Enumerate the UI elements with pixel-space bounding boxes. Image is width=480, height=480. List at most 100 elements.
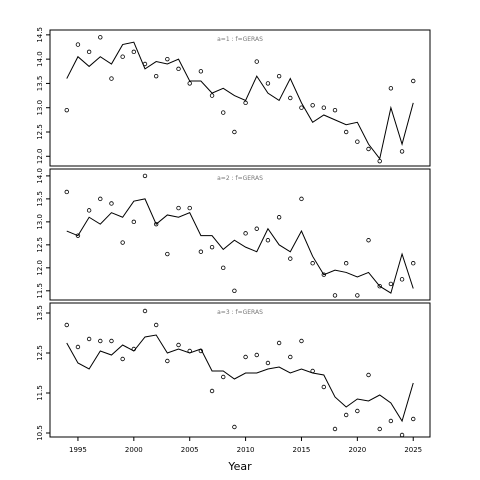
panel-1-point (98, 35, 103, 40)
panel-1-point (187, 81, 192, 86)
panel-1-y-tick-label: 13.0 (36, 100, 44, 116)
panel-2-title: a=2 : f=GERAS (217, 175, 263, 182)
panel-2-point (221, 265, 226, 271)
panel-2-frame (49, 168, 431, 301)
panel-2-point (332, 293, 338, 298)
panel-1-point (411, 78, 416, 84)
panel-3-point (120, 356, 125, 362)
panel-3-point (198, 348, 204, 354)
panel-3-point (310, 368, 315, 374)
panel-1-point (209, 93, 215, 98)
panel-2-point (411, 261, 416, 266)
panel-2-point (310, 261, 315, 266)
panel-1-point (75, 42, 81, 47)
panel-3-y-tick-label: 10.5 (36, 425, 44, 441)
panel-3-point (366, 372, 371, 378)
panel-2-point (86, 208, 92, 213)
x-axis-label: Year (227, 460, 252, 473)
panel-3-point (86, 336, 92, 342)
panel-1-frame (49, 29, 431, 167)
panel-2-point (109, 201, 114, 206)
panel-1-y-tick-label: 12.5 (36, 124, 44, 140)
panel-1-point (176, 66, 181, 72)
panel-2-point (343, 261, 349, 266)
panel-2-point (176, 205, 181, 211)
panel-3-point (276, 340, 282, 346)
panel-1-y-tick-label: 14.0 (36, 51, 44, 67)
panel-3-y-tick-label: 12.5 (36, 345, 44, 361)
panel-2-point (377, 284, 382, 289)
x-tick-label: 1995 (69, 446, 87, 454)
panel-2-point (321, 272, 327, 277)
panel-1-point (109, 76, 114, 81)
panel-2-point (232, 288, 237, 294)
panel-2-series-line (66, 198, 414, 294)
panel-3-point (343, 412, 349, 418)
panel-3-point (153, 322, 159, 328)
panel-2-y-tick-label: 13.5 (36, 191, 44, 207)
panel-3-point (176, 342, 181, 348)
panel-1-point (64, 107, 69, 113)
panel-1-point (288, 95, 293, 101)
x-tick-label: 2020 (348, 446, 366, 454)
panel-2-point (98, 196, 103, 202)
panel-1-y-tick-label: 14.5 (36, 27, 44, 43)
panel-2-point (165, 251, 170, 257)
panel-3-point (209, 388, 215, 394)
panel-3-point (411, 416, 416, 422)
panel-1-title: a=1 : f=GERAS (217, 36, 263, 43)
panel-1-y-tick-label: 12.0 (36, 148, 44, 164)
panel-2-point (75, 233, 81, 238)
panel-1-point (265, 81, 271, 86)
panel-2-y-tick-label: 14.0 (36, 168, 44, 184)
panel-2-point (388, 281, 394, 287)
panel-3-point (288, 354, 293, 360)
panel-3-point (321, 384, 327, 390)
panel-3-title: a=3 : f=GERAS (217, 309, 263, 316)
panel-1-point (299, 105, 304, 110)
panel-3-point (388, 418, 394, 424)
panel-2-point (64, 189, 69, 195)
panel-3-point (131, 346, 137, 352)
panel-3-point (355, 408, 360, 414)
x-tick-label: 2010 (237, 446, 255, 454)
panel-1-point (86, 49, 92, 55)
panel-2-y-tick-label: 12.0 (36, 260, 44, 276)
panel-1-point (131, 49, 137, 55)
panel-2-point (366, 238, 371, 243)
panel-2-point (243, 231, 248, 236)
panel-2-point (299, 196, 304, 202)
panel-2-point (131, 219, 137, 225)
panel-2-point (209, 244, 215, 250)
panel-1-point (377, 158, 382, 164)
panel-1-point (165, 56, 170, 62)
panel-3-point (243, 354, 248, 360)
panel-1-point (388, 86, 394, 91)
panel-1-point (120, 54, 125, 59)
panel-3-y-tick-label: 11.5 (36, 385, 44, 401)
panel-3-y-tick-label: 13.5 (36, 305, 44, 321)
panel-2-point (142, 173, 148, 179)
panel-1-point (366, 146, 371, 152)
panel-1-point (142, 61, 148, 67)
panel-1-point (355, 139, 360, 144)
panel-2-point (120, 240, 125, 245)
panel-3-point (232, 424, 237, 430)
panel-1-point (232, 129, 237, 135)
panel-3-point (221, 374, 226, 380)
x-tick-label: 2000 (125, 446, 143, 454)
panel-3-frame (49, 302, 431, 438)
panel-1-point (399, 149, 405, 154)
panel-3-point (399, 432, 405, 438)
panel-3-point (142, 308, 148, 314)
panel-3-point (254, 352, 259, 358)
panel-3-point (332, 426, 338, 432)
x-tick-label: 2025 (404, 446, 422, 454)
panel-1-point (343, 129, 349, 135)
panel-3-point (75, 344, 81, 350)
panel-1-point (276, 73, 282, 79)
panel-1-point (198, 69, 204, 74)
x-tick-label: 2015 (293, 446, 311, 454)
panel-1-series-line (66, 41, 414, 160)
